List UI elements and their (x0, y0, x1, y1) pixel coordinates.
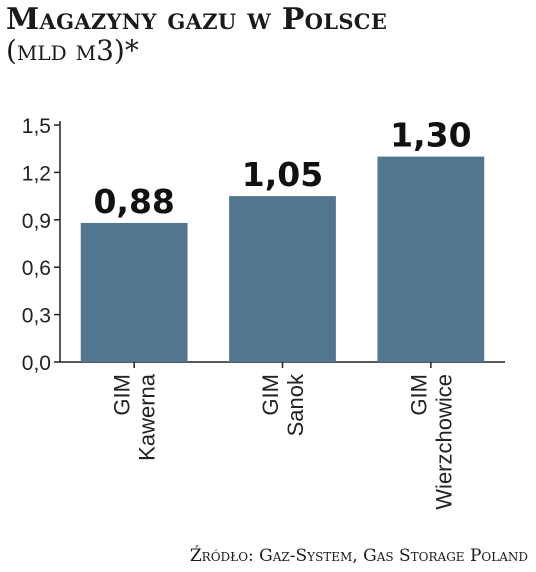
chart-source: Źródło: Gaz-System, Gas Storage Poland (189, 546, 528, 566)
category-label: GIM Kawerna (110, 373, 160, 461)
bar (377, 156, 485, 362)
chart-title: Magazyny gazu w Polsce (6, 2, 388, 37)
chart-subtitle: (mld m3)* (6, 34, 139, 67)
category-label-line: Sanok (283, 373, 308, 436)
y-tick-label: 1,2 (22, 162, 51, 185)
category-label-line: Wierzchowice (431, 374, 456, 510)
bar-value-label: 1,30 (390, 116, 471, 155)
bar (229, 196, 336, 362)
y-tick-label: 0,0 (22, 352, 51, 375)
bar-value-label: 0,88 (93, 182, 174, 221)
category-label-line: GIM (406, 374, 431, 416)
y-tick-label: 0,3 (22, 305, 51, 328)
y-tick-label: 0,9 (22, 210, 51, 233)
bar-value-label: 1,05 (242, 155, 323, 194)
category-label-line: GIM (110, 374, 135, 416)
y-tick-label: 1,5 (22, 115, 51, 138)
y-tick-label: 0,6 (22, 257, 51, 280)
category-label: GIM Wierzchowice (406, 374, 456, 510)
category-label-line: GIM (258, 374, 283, 416)
category-label: GIM Sanok (258, 373, 308, 436)
bar (80, 222, 188, 362)
category-label-line: Kawerna (135, 373, 160, 461)
